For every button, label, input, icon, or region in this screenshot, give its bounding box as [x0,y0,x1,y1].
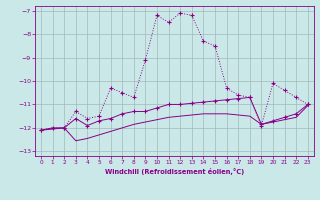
X-axis label: Windchill (Refroidissement éolien,°C): Windchill (Refroidissement éolien,°C) [105,168,244,175]
